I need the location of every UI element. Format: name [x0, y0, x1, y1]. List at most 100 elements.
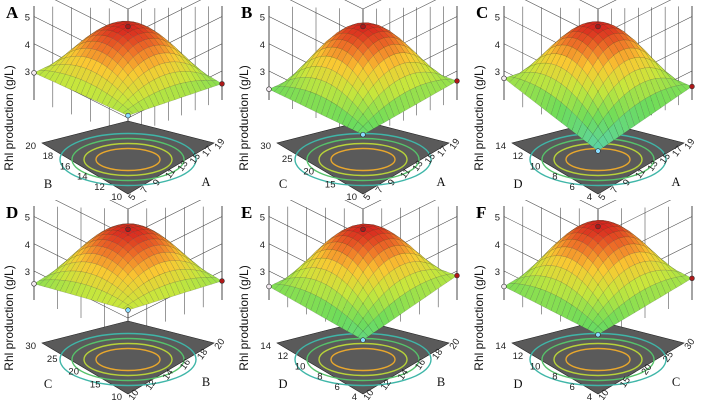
y-tick-label: 20 [68, 367, 79, 378]
x-tick-label: 5 [126, 192, 138, 200]
z-tick-label: 4 [495, 40, 500, 51]
x-tick-label: 7 [609, 185, 621, 196]
design-point-marker [266, 283, 272, 290]
design-point-marker [31, 281, 37, 287]
x-tick-label: 18 [430, 347, 445, 362]
y-tick-label: 15 [90, 379, 101, 390]
design-point-marker [595, 148, 601, 154]
contour-line [553, 342, 643, 377]
x-axis-name: A [671, 175, 680, 189]
contour-line [330, 147, 396, 172]
design-point-marker [360, 337, 366, 343]
y-tick-label: 20 [25, 141, 36, 152]
design-point-marker [266, 86, 272, 92]
floor-plane [41, 320, 215, 395]
y-tick-label: 14 [260, 341, 271, 352]
x-axis-name: B [202, 375, 210, 389]
left-wall-zline [579, 200, 599, 210]
x-tick-label: 30 [682, 337, 697, 352]
x-tick-label: 15 [423, 151, 438, 166]
contour-line [306, 137, 420, 182]
x-tick-label: 9 [386, 178, 398, 189]
x-tick-label: 16 [413, 357, 428, 372]
design-point-marker [689, 83, 695, 90]
z-tick-label: 3 [260, 267, 265, 278]
z-tick-label: 5 [25, 13, 30, 24]
contour-line [318, 342, 408, 377]
y-tick-label: 15 [325, 179, 336, 190]
right-wall-zline [597, 200, 617, 210]
z-tick-label: 4 [25, 240, 30, 251]
right-wall-zline [127, 200, 147, 210]
y-tick-label: 8 [552, 172, 557, 183]
y-tick-label: 6 [335, 382, 340, 393]
right-wall-zline [362, 0, 382, 10]
y-tick-label: 12 [94, 182, 105, 193]
contour-line [95, 347, 161, 372]
contour-floor [41, 120, 215, 195]
response-surface [268, 223, 458, 341]
y-tick-label: 14 [495, 141, 506, 152]
x-tick-label: 19 [212, 137, 227, 152]
y-tick-label: 4 [587, 192, 592, 200]
y-tick-label: 18 [43, 151, 54, 162]
response-surface [33, 21, 223, 116]
y-tick-label: 12 [513, 351, 524, 362]
design-point-marker [689, 275, 695, 282]
x-tick-label: 25 [661, 349, 676, 364]
x-tick-label: 7 [374, 185, 386, 196]
response-surface-panel-f: 34567Rhl production (g/L)468101214101520… [472, 200, 698, 400]
z-tick-label: 4 [260, 40, 265, 51]
x-axis-name: B [437, 375, 445, 389]
y-tick-label: 8 [552, 372, 557, 383]
y-tick-label: 6 [570, 382, 575, 393]
y-axis-name: C [44, 377, 52, 391]
y-tick-label: 4 [352, 392, 357, 400]
z-tick-label: 5 [25, 213, 30, 224]
x-axis-name: C [672, 375, 680, 389]
x-tick-label: 15 [188, 151, 203, 166]
contour-line [83, 342, 173, 377]
panel-letter: B [241, 3, 252, 22]
y-axis-name: B [44, 177, 52, 191]
contour-floor [511, 120, 685, 195]
y-tick-label: 12 [278, 351, 289, 362]
x-tick-label: 12 [379, 378, 394, 393]
z-tick-label: 4 [25, 40, 30, 51]
y-tick-label: 30 [25, 341, 36, 352]
x-tick-label: 20 [639, 362, 654, 377]
x-tick-label: 20 [447, 337, 462, 352]
x-tick-label: 12 [144, 378, 159, 393]
z-tick-label: 3 [495, 267, 500, 278]
panel-letter: E [241, 203, 252, 222]
design-point-marker [125, 23, 131, 30]
x-tick-label: 18 [195, 347, 210, 362]
response-surface [33, 223, 223, 311]
x-tick-label: 13 [646, 159, 661, 174]
response-surface [503, 220, 693, 335]
z-tick-label: 3 [495, 67, 500, 78]
response-surface-panel-c: 34567Rhl production (g/L)468101214579111… [472, 0, 698, 200]
z-tick-label: 4 [260, 240, 265, 251]
z-tick-label: 3 [25, 67, 30, 78]
y-tick-label: 14 [77, 172, 88, 183]
panel-letter: A [6, 3, 19, 22]
y-tick-label: 14 [495, 341, 506, 352]
y-tick-label: 12 [513, 151, 524, 162]
x-tick-label: 14 [161, 367, 176, 382]
right-wall-zline [597, 0, 617, 10]
z-axis-title: Rhl production (g/L) [472, 65, 486, 170]
z-axis-title: Rhl production (g/L) [237, 65, 251, 170]
design-point-marker [125, 226, 131, 232]
contour-line [59, 132, 197, 187]
design-point-marker [360, 23, 366, 30]
y-tick-label: 10 [530, 361, 541, 372]
contour-line [330, 347, 396, 372]
y-tick-label: 20 [303, 167, 314, 178]
x-axis-name: A [436, 175, 445, 189]
y-tick-label: 30 [260, 141, 271, 152]
x-tick-label: 9 [621, 178, 633, 189]
left-wall-zline [344, 0, 364, 10]
y-tick-label: 16 [60, 161, 71, 172]
response-surface-panel-e: 34567Rhl production (g/L)468101214101214… [237, 200, 463, 400]
